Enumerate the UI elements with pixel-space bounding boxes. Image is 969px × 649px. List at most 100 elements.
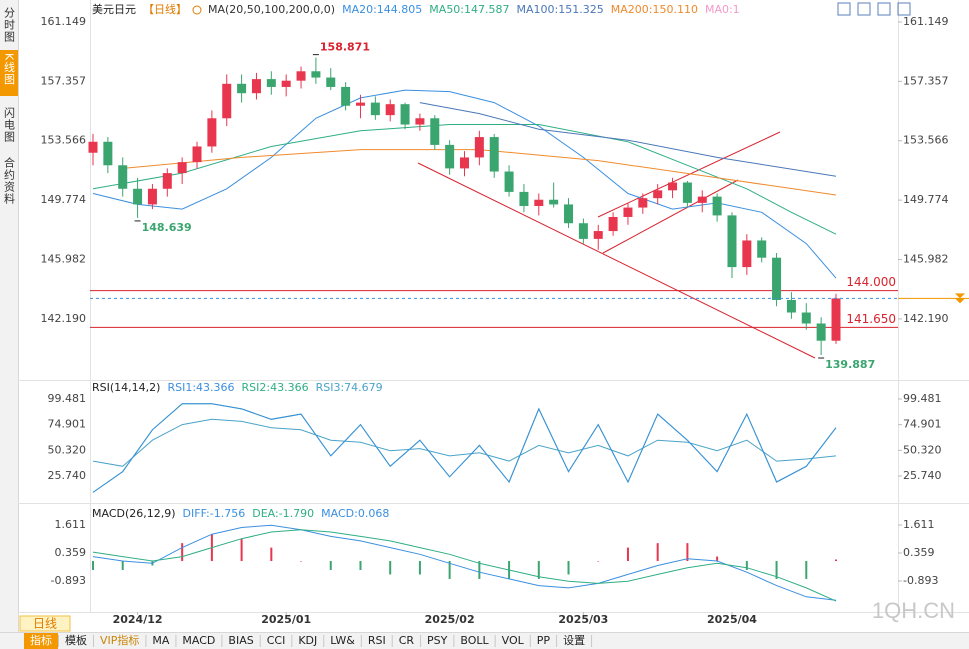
candle-body [831,298,841,341]
toolbar-item[interactable]: 设置 [563,634,585,647]
candle-body [88,141,98,153]
candle-body [281,80,291,87]
side-tab[interactable]: 合约资料 [3,156,16,205]
candle-body [593,231,603,239]
extreme-label: 148.639 [142,221,192,234]
legend-entry: MA200:150.110 [611,3,698,16]
candle-body [341,86,351,106]
y-tick-label: 1.611 [55,518,87,531]
x-tick-label: 2024/12 [113,613,163,626]
panel-title: MACD(26,12,9) [92,507,176,520]
last-price-arrow [955,293,965,304]
candle-body [445,144,455,169]
legend-entry: RSI2:43.366 [242,381,309,394]
x-tick-label: 2025/02 [425,613,475,626]
y-tick-label: 149.774 [41,193,87,206]
candle-body [370,102,380,116]
toolbar-item[interactable]: BIAS [228,634,253,647]
period[interactable]: 日线 [33,617,57,631]
trend-line [597,131,781,218]
candle-body [400,104,410,125]
y-tick-label: 25.740 [903,469,942,482]
candle-body [549,199,559,205]
side-tab-bg [0,50,18,96]
window-icons [837,2,911,16]
toolbar-item[interactable]: VIP指标 [100,633,139,647]
icon[interactable] [897,2,911,16]
side-tab[interactable]: 分时图 [3,7,16,43]
y-tick-label: -0.893 [51,574,86,587]
candle-body [355,102,365,106]
y-tick-label: -0.893 [903,574,938,587]
macd-bar [329,561,332,570]
macd-bar [300,561,303,562]
candle-body [816,323,826,341]
side-tab[interactable]: 闪电图 [3,106,16,143]
candle-body [682,182,692,203]
macd-bar [359,561,362,570]
candle-body [772,257,782,300]
candle-body [222,83,232,119]
level-label: 144.000 [846,275,896,289]
toolbar-item[interactable]: LW& [330,634,355,647]
add-icon[interactable] [192,5,202,15]
legend-entry: DIFF:-1.756 [183,507,246,520]
indicator: MA(20,50,100,200,0,0) [208,3,335,16]
candle-body [786,299,796,313]
legend-entry: MA100:151.325 [517,3,604,16]
macd-bar [92,561,94,570]
extreme-label: 139.887 [825,358,875,371]
toolbar-item[interactable]: KDJ [298,634,317,647]
candle-body [608,216,618,232]
toolbar-active [24,633,58,649]
ma-line [419,102,837,177]
candle-body [430,118,440,145]
candle-body [385,104,395,116]
period-box[interactable] [19,615,71,632]
period-label: 【日线】 [143,2,187,16]
x-tick-label: 2025/01 [261,613,311,626]
candle-body [326,77,336,87]
y-tick-label: 74.901 [903,418,942,431]
toolbar-item[interactable]: BOLL [460,634,489,647]
icon[interactable] [877,2,891,16]
candle-body [697,196,707,203]
candle-body [296,71,306,81]
legend-entry: MA0:1 [705,3,740,16]
toolbar-item[interactable]: PP [537,634,551,647]
candle-body [162,173,172,189]
y-tick-label: 157.357 [903,74,949,87]
candle-body [251,79,261,94]
toolbar-item[interactable]: VOL [502,634,525,647]
macd-bar [716,556,719,562]
toolbar-item[interactable]: 模板 [65,633,87,647]
candle-body [519,191,529,206]
toolbar-item[interactable]: CCI [267,634,286,647]
candle-body [653,190,663,199]
macd-bar [181,543,184,562]
macd-bar [597,561,600,562]
candle-body [712,196,722,216]
y-tick-label: 0.359 [55,546,87,559]
toolbar-item[interactable]: 指标 [30,633,52,647]
y-tick-label: 25.740 [48,469,87,482]
side-tab[interactable]: K线图 [3,53,16,85]
toolbar-item[interactable]: MACD [182,634,215,647]
icon[interactable] [837,2,851,16]
ma-line [92,124,837,235]
y-tick-label: 142.190 [41,312,87,325]
toolbar-item[interactable]: MA [152,634,169,647]
candle-body [266,79,276,87]
toolbar-item[interactable]: CR [399,634,415,647]
toolbar-item[interactable]: PSY [427,634,448,647]
candle-body [147,188,157,205]
rsi-line [92,403,837,493]
extreme-label: 158.871 [320,41,370,54]
icon[interactable] [857,2,871,16]
toolbar-item[interactable]: RSI [368,634,386,647]
candle-body [742,240,752,268]
y-tick-label: 153.566 [41,134,87,147]
legend-entry: MA20:144.805 [342,3,422,16]
candle-body [118,165,128,189]
